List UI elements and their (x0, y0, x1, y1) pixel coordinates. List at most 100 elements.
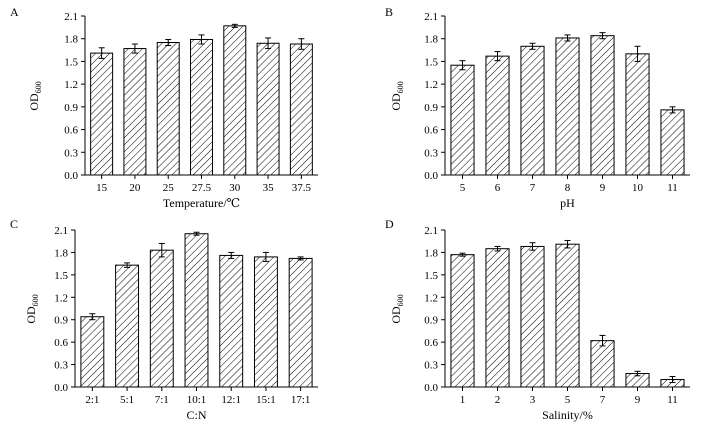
x-tick-label: 7 (600, 394, 606, 406)
chart-panel-c: C 0.0 0.3 0.6 0.9 1.2 1.5 1.8 2.1 OD600 2:1 5:1 7:1 1… (10, 217, 318, 422)
y-tick-label: 0.9 (54, 315, 68, 327)
y-axis-label-subscript: 600 (34, 81, 43, 93)
y-axis-label-main: OD (389, 306, 403, 324)
y-tick-label: 0.9 (424, 102, 438, 114)
bar (289, 43, 313, 176)
y-tick-label: 0.0 (64, 170, 78, 182)
x-tick-label: 12:1 (221, 394, 241, 406)
bar (253, 256, 278, 388)
y-tick-label: 0.3 (54, 360, 68, 372)
y-tick-label: 0.6 (424, 125, 438, 137)
bar (520, 45, 545, 176)
x-tick-label: 2 (495, 394, 501, 406)
x-tick-label: 6 (495, 182, 501, 194)
y-tick-label: 1.8 (54, 247, 68, 259)
bar (223, 25, 247, 176)
x-tick-label: 3 (530, 394, 536, 406)
bar (485, 55, 510, 176)
y-tick-label: 2.1 (54, 225, 68, 237)
bar (555, 37, 580, 176)
y-tick-label: 0.6 (424, 337, 438, 349)
y-tick-label: 1.5 (64, 56, 78, 68)
chart-panel-a: A 0.0 0.3 0.6 0.9 1.2 1.5 1.8 2.1 OD600 15 20 25 27.5… (10, 5, 318, 210)
x-axis-label: Salinity/% (542, 408, 593, 422)
y-tick-label: 1.8 (424, 247, 438, 259)
x-tick-label: 35 (263, 182, 275, 194)
y-tick-label: 0.0 (424, 170, 438, 182)
y-tick-label: 2.1 (424, 225, 438, 237)
y-tick-label: 1.5 (424, 270, 438, 282)
x-axis-label: pH (560, 196, 575, 210)
y-axis-label-subscript: 600 (396, 81, 405, 93)
bar (590, 340, 615, 388)
x-tick-label: 1 (460, 394, 466, 406)
x-tick-label: 25 (163, 182, 175, 194)
y-axis-label-subscript: 600 (31, 294, 40, 306)
chart-panel-b: B 0.0 0.3 0.6 0.9 1.2 1.5 1.8 2.1 OD600 5 6 7 8 9 10 11 p… (385, 5, 690, 210)
y-tick-label: 0.0 (424, 382, 438, 394)
bar (256, 42, 280, 176)
x-tick-label: 8 (565, 182, 571, 194)
bar (288, 257, 313, 388)
bar (660, 109, 685, 176)
y-tick-label: 0.3 (424, 360, 438, 372)
x-tick-label: 9 (600, 182, 606, 194)
x-tick-label: 5 (565, 394, 571, 406)
bar (520, 245, 545, 388)
y-tick-label: 0.0 (54, 382, 68, 394)
panel-label: B (385, 5, 393, 19)
bar (555, 243, 580, 388)
panel-label: C (10, 217, 18, 231)
x-tick-label: 27.5 (192, 182, 212, 194)
bar (184, 233, 209, 388)
y-tick-label: 0.3 (424, 147, 438, 159)
y-tick-label: 0.9 (64, 102, 78, 114)
y-axis-label-subscript: 600 (396, 294, 405, 306)
x-tick-label: 20 (129, 182, 141, 194)
panel-label: A (10, 5, 19, 19)
x-tick-label: 2:1 (85, 394, 99, 406)
x-tick-label: 7 (530, 182, 536, 194)
y-tick-label: 1.5 (424, 56, 438, 68)
panel-label: D (385, 217, 394, 231)
x-tick-label: 7:1 (155, 394, 169, 406)
bar (190, 38, 213, 176)
y-tick-label: 0.3 (64, 147, 78, 159)
x-axis-label: Temperature/℃ (163, 196, 240, 210)
y-tick-label: 1.5 (54, 270, 68, 282)
bar (625, 53, 650, 176)
x-tick-label: 17:1 (291, 394, 311, 406)
bar (450, 254, 475, 388)
y-axis-label-main: OD (24, 306, 38, 324)
bar (90, 52, 114, 176)
x-tick-label: 15:1 (256, 394, 276, 406)
x-tick-label: 15 (96, 182, 108, 194)
x-tick-label: 30 (229, 182, 241, 194)
x-tick-label: 5:1 (120, 394, 134, 406)
x-tick-label: 10 (632, 182, 644, 194)
bar (156, 42, 180, 176)
y-tick-label: 1.2 (64, 79, 78, 91)
y-tick-label: 1.2 (424, 79, 438, 91)
x-tick-label: 10:1 (187, 394, 207, 406)
y-tick-label: 1.2 (54, 292, 68, 304)
y-axis-label: OD600 (389, 294, 405, 323)
y-axis-label-main: OD (27, 93, 41, 111)
y-axis-label-main: OD (389, 93, 403, 111)
y-tick-label: 0.6 (54, 337, 68, 349)
y-axis-label: OD600 (24, 294, 40, 323)
y-tick-label: 2.1 (64, 11, 78, 23)
y-tick-label: 2.1 (424, 11, 438, 23)
y-tick-label: 1.8 (64, 34, 78, 46)
y-tick-label: 1.8 (424, 34, 438, 46)
bar (123, 48, 147, 176)
bar (80, 316, 105, 388)
bar (450, 64, 475, 176)
x-tick-label: 37.5 (292, 182, 312, 194)
bar (115, 264, 140, 388)
x-axis-label: C:N (186, 408, 206, 422)
chart-panel-d: D 0.0 0.3 0.6 0.9 1.2 1.5 1.8 2.1 OD600 1 2 3 5 7 9 11 Sa… (385, 217, 690, 422)
y-tick-label: 1.2 (424, 292, 438, 304)
x-tick-label: 11 (667, 394, 678, 406)
